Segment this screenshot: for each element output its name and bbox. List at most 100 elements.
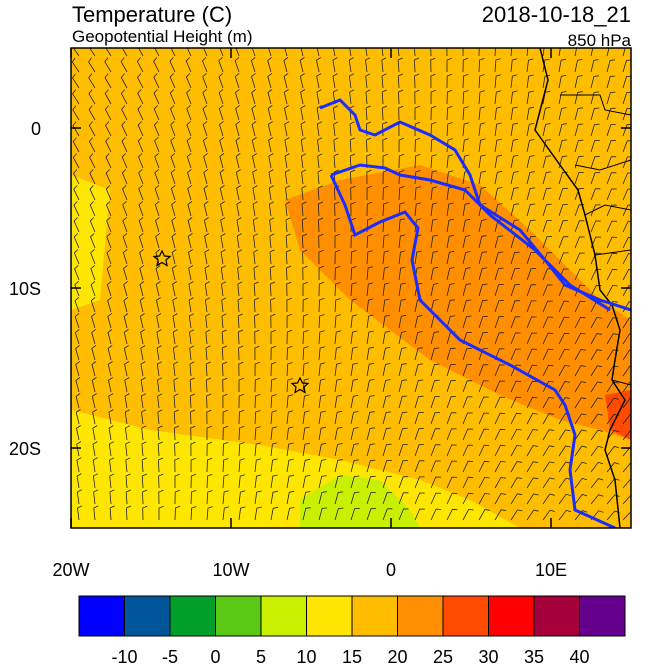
wind-barb xyxy=(285,233,291,249)
wind-barb xyxy=(174,473,180,488)
wind-barb xyxy=(382,169,389,185)
wind-barb xyxy=(219,137,224,153)
wind-barb xyxy=(270,329,276,344)
wind-barb xyxy=(238,426,245,441)
wind-barb xyxy=(125,457,131,473)
wind-barb xyxy=(526,284,537,297)
wind-barb xyxy=(172,313,178,329)
wind-barb xyxy=(189,393,195,409)
wind-barb xyxy=(350,185,356,201)
wind-barb xyxy=(125,473,131,489)
geography xyxy=(152,48,631,528)
wind-barb xyxy=(494,267,504,281)
wind-barb xyxy=(510,332,521,345)
wind-barb xyxy=(590,188,601,201)
wind-barb xyxy=(269,281,276,297)
wind-barb xyxy=(590,220,601,233)
wind-barb xyxy=(205,361,211,377)
wind-barb xyxy=(462,106,469,121)
wind-barb xyxy=(90,233,96,249)
wind-barb xyxy=(299,57,305,73)
wind-barb xyxy=(382,427,392,441)
wind-barb xyxy=(204,249,210,265)
wind-barb xyxy=(123,329,129,345)
wind-barb xyxy=(382,282,390,297)
wind-barb xyxy=(606,188,617,201)
wind-barb xyxy=(334,314,341,329)
wind-barb xyxy=(366,185,372,201)
wind-barb xyxy=(622,397,631,409)
wind-barb xyxy=(238,409,245,425)
wind-barb xyxy=(542,397,554,409)
wind-barb xyxy=(187,185,192,201)
wind-barb xyxy=(478,90,485,105)
wind-barb xyxy=(238,506,246,521)
wind-barb xyxy=(219,169,225,185)
wind-barb xyxy=(366,362,375,377)
wind-barb xyxy=(398,492,409,505)
wind-barb xyxy=(526,316,537,329)
wind-barb xyxy=(446,412,457,425)
wind-barb xyxy=(270,490,278,505)
wind-barb xyxy=(186,89,192,105)
wind-barb xyxy=(366,379,375,393)
wind-barb xyxy=(414,492,425,505)
wind-barb xyxy=(574,381,587,393)
wind-barb xyxy=(269,265,275,281)
wind-barb xyxy=(542,58,550,73)
wind-barb xyxy=(334,475,344,489)
wind-barb xyxy=(430,48,432,57)
wind-barb xyxy=(494,283,504,297)
wind-barb xyxy=(446,234,455,249)
wind-barb xyxy=(189,329,195,345)
wind-barb xyxy=(73,249,80,265)
wind-barb xyxy=(382,314,390,329)
wind-barb xyxy=(430,444,441,457)
x-tick-label: 10E xyxy=(535,560,567,580)
wind-barb xyxy=(398,266,406,281)
wind-barb xyxy=(398,137,404,153)
wind-barb xyxy=(203,201,209,217)
wind-barb xyxy=(107,297,112,313)
wind-barb xyxy=(174,457,180,473)
wind-barb xyxy=(510,219,520,233)
wind-barb xyxy=(574,397,587,409)
wind-barb xyxy=(74,329,80,345)
wind-barb xyxy=(156,345,162,361)
wind-barb xyxy=(174,441,180,457)
wind-barb xyxy=(414,154,421,169)
wind-barb xyxy=(478,364,489,377)
wind-barb xyxy=(252,201,258,217)
wind-barb xyxy=(462,348,472,361)
wind-barb xyxy=(462,138,470,153)
wind-barb xyxy=(218,89,224,105)
wind-barb xyxy=(478,476,490,489)
colorbar-label: 15 xyxy=(342,647,362,667)
wind-barb xyxy=(318,330,325,345)
wind-barb xyxy=(284,105,289,121)
subtitle: Geopotential Height (m) xyxy=(72,27,252,46)
wind-barb xyxy=(478,267,488,281)
wind-barb xyxy=(189,345,195,361)
wind-barb xyxy=(494,106,502,121)
wind-barb xyxy=(478,460,490,473)
wind-barb xyxy=(366,282,374,297)
wind-barb xyxy=(558,381,570,393)
wind-barb xyxy=(154,201,160,217)
wind-barb xyxy=(202,121,208,137)
wind-barb xyxy=(123,281,128,297)
wind-barb xyxy=(414,411,424,425)
wind-barb xyxy=(366,250,373,265)
wind-barb xyxy=(590,48,594,57)
wind-barb xyxy=(90,297,96,313)
wind-barb xyxy=(574,300,586,313)
wind-barb xyxy=(318,410,326,425)
wind-barb xyxy=(332,89,338,105)
wind-barb xyxy=(270,297,276,313)
wind-barb xyxy=(366,234,373,249)
wind-barb xyxy=(334,459,343,473)
wind-barb xyxy=(252,217,258,233)
wind-barb xyxy=(105,137,112,153)
wind-barb xyxy=(526,412,538,425)
wind-barb xyxy=(382,411,392,425)
